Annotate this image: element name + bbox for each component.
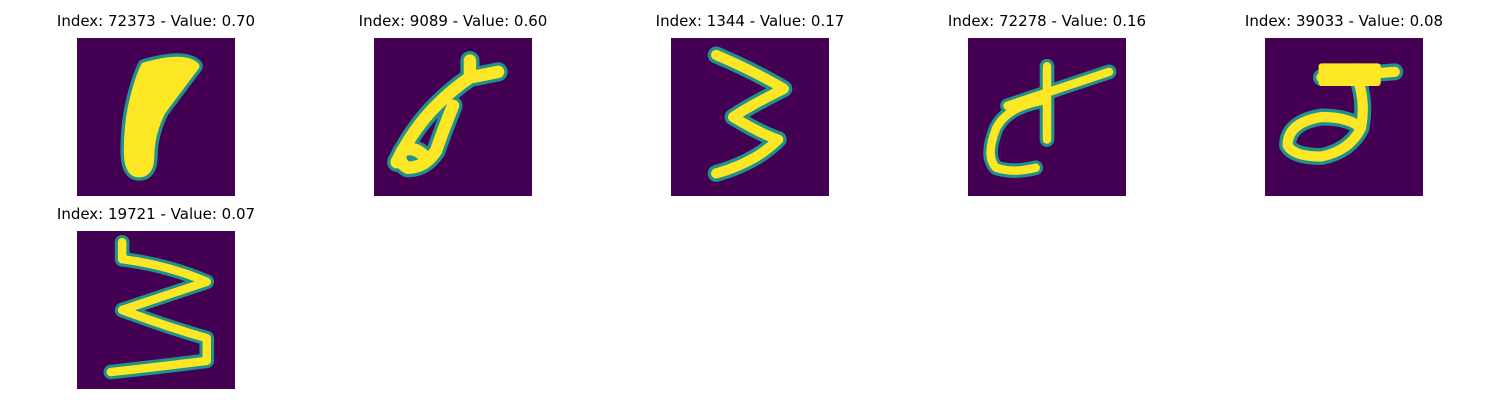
handwritten-digit-image	[671, 38, 829, 196]
sample-title: Index: 9089 - Value: 0.60	[358, 12, 548, 30]
sample-panel-19721: Index: 19721 - Value: 0.07	[6, 202, 306, 392]
sample-panel-39033: Index: 39033 - Value: 0.08	[1194, 9, 1494, 199]
handwritten-digit-image	[77, 38, 235, 196]
sample-title: Index: 72373 - Value: 0.70	[56, 12, 256, 30]
handwritten-digit-image	[77, 231, 235, 389]
sample-title: Index: 19721 - Value: 0.07	[56, 205, 256, 223]
handwritten-digit-image	[968, 38, 1126, 196]
handwritten-digit-image	[1265, 38, 1423, 196]
sample-title: Index: 72278 - Value: 0.16	[947, 12, 1147, 30]
sample-panel-9089: Index: 9089 - Value: 0.60	[303, 9, 603, 199]
sample-panel-1344: Index: 1344 - Value: 0.17	[600, 9, 900, 199]
sample-panel-72373: Index: 72373 - Value: 0.70	[6, 9, 306, 199]
sample-title: Index: 1344 - Value: 0.17	[655, 12, 845, 30]
sample-title: Index: 39033 - Value: 0.08	[1244, 12, 1444, 30]
sample-panel-72278: Index: 72278 - Value: 0.16	[897, 9, 1197, 199]
handwritten-digit-image	[374, 38, 532, 196]
